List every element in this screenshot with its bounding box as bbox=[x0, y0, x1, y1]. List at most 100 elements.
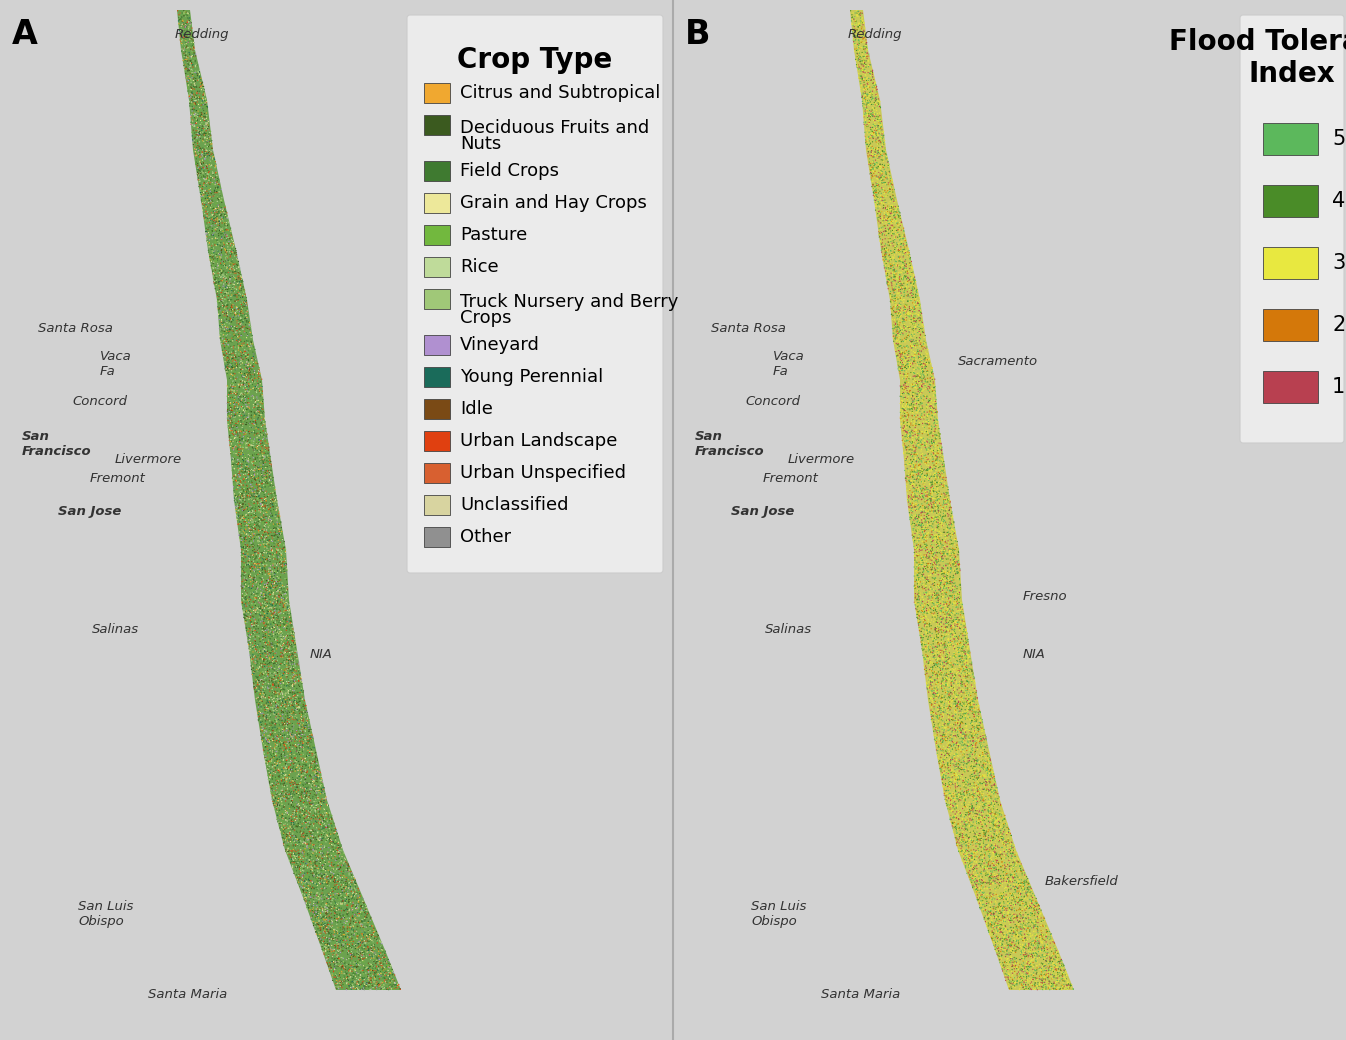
Point bbox=[923, 614, 945, 630]
Point bbox=[188, 126, 210, 142]
Point bbox=[261, 713, 283, 730]
Point bbox=[230, 276, 252, 292]
Point bbox=[949, 563, 970, 579]
Point bbox=[940, 743, 961, 759]
Point bbox=[981, 906, 1003, 922]
Point bbox=[972, 775, 993, 791]
Point bbox=[861, 107, 883, 124]
Point bbox=[183, 130, 205, 147]
Point bbox=[234, 354, 256, 370]
Point bbox=[909, 380, 930, 396]
Point bbox=[304, 795, 326, 811]
Point bbox=[887, 224, 909, 240]
Point bbox=[927, 670, 949, 686]
Point bbox=[293, 832, 315, 849]
Point bbox=[245, 655, 267, 672]
Point bbox=[965, 684, 987, 701]
Point bbox=[209, 173, 230, 189]
Point bbox=[914, 432, 935, 448]
Point bbox=[324, 978, 346, 994]
Point bbox=[187, 129, 209, 146]
Point bbox=[210, 280, 232, 296]
Point bbox=[326, 922, 347, 939]
Point bbox=[236, 398, 257, 415]
Point bbox=[896, 383, 918, 399]
Point bbox=[1043, 951, 1065, 967]
Point bbox=[374, 961, 396, 978]
Point bbox=[1014, 933, 1035, 950]
Point bbox=[217, 402, 238, 419]
Point bbox=[933, 472, 954, 489]
Point bbox=[981, 764, 1003, 781]
Point bbox=[265, 733, 287, 750]
Point bbox=[857, 110, 879, 127]
Point bbox=[225, 469, 246, 486]
Point bbox=[260, 579, 281, 596]
Point bbox=[248, 674, 269, 691]
Point bbox=[1003, 973, 1024, 990]
Point bbox=[863, 185, 884, 202]
Point bbox=[284, 693, 306, 709]
Point bbox=[226, 494, 248, 511]
Point bbox=[884, 336, 906, 353]
Point bbox=[876, 153, 898, 170]
Point bbox=[312, 908, 334, 925]
Point bbox=[1059, 976, 1081, 992]
Point bbox=[338, 918, 359, 935]
Point bbox=[884, 261, 906, 278]
Point bbox=[236, 526, 257, 543]
Point bbox=[293, 810, 315, 827]
Point bbox=[188, 90, 210, 107]
Point bbox=[886, 235, 907, 252]
Point bbox=[958, 772, 980, 788]
Point bbox=[925, 394, 946, 411]
Point bbox=[1001, 966, 1023, 983]
Point bbox=[905, 580, 926, 597]
Point bbox=[312, 859, 334, 876]
Point bbox=[236, 314, 257, 331]
Point bbox=[361, 910, 382, 927]
Point bbox=[907, 479, 929, 496]
Point bbox=[958, 731, 980, 748]
FancyBboxPatch shape bbox=[406, 15, 664, 573]
Point bbox=[238, 532, 260, 549]
Point bbox=[921, 402, 942, 419]
Point bbox=[373, 942, 394, 959]
Point bbox=[258, 744, 280, 760]
Point bbox=[872, 172, 894, 188]
Point bbox=[241, 535, 262, 551]
Point bbox=[265, 746, 287, 762]
Point bbox=[199, 180, 221, 197]
Point bbox=[927, 562, 949, 578]
Point bbox=[262, 543, 284, 560]
Point bbox=[244, 550, 265, 567]
Point bbox=[232, 462, 253, 478]
Point bbox=[942, 815, 964, 832]
Point bbox=[211, 204, 233, 220]
Point bbox=[245, 573, 267, 590]
Point bbox=[953, 625, 975, 642]
Point bbox=[264, 638, 285, 654]
Point bbox=[919, 656, 941, 673]
Point bbox=[339, 961, 361, 978]
Point bbox=[280, 660, 302, 677]
Point bbox=[911, 575, 933, 592]
Point bbox=[230, 393, 252, 410]
Point bbox=[906, 516, 927, 532]
Point bbox=[975, 753, 996, 770]
Point bbox=[1005, 883, 1027, 900]
Point bbox=[283, 632, 304, 649]
Point bbox=[906, 488, 927, 504]
Point bbox=[1030, 976, 1051, 992]
Point bbox=[260, 513, 281, 529]
Point bbox=[884, 218, 906, 235]
Point bbox=[175, 59, 197, 76]
Point bbox=[240, 650, 261, 667]
Point bbox=[875, 223, 896, 239]
Point bbox=[915, 440, 937, 457]
Point bbox=[957, 695, 979, 711]
Point bbox=[203, 198, 225, 214]
Point bbox=[953, 616, 975, 632]
Point bbox=[923, 688, 945, 705]
Point bbox=[999, 835, 1020, 852]
